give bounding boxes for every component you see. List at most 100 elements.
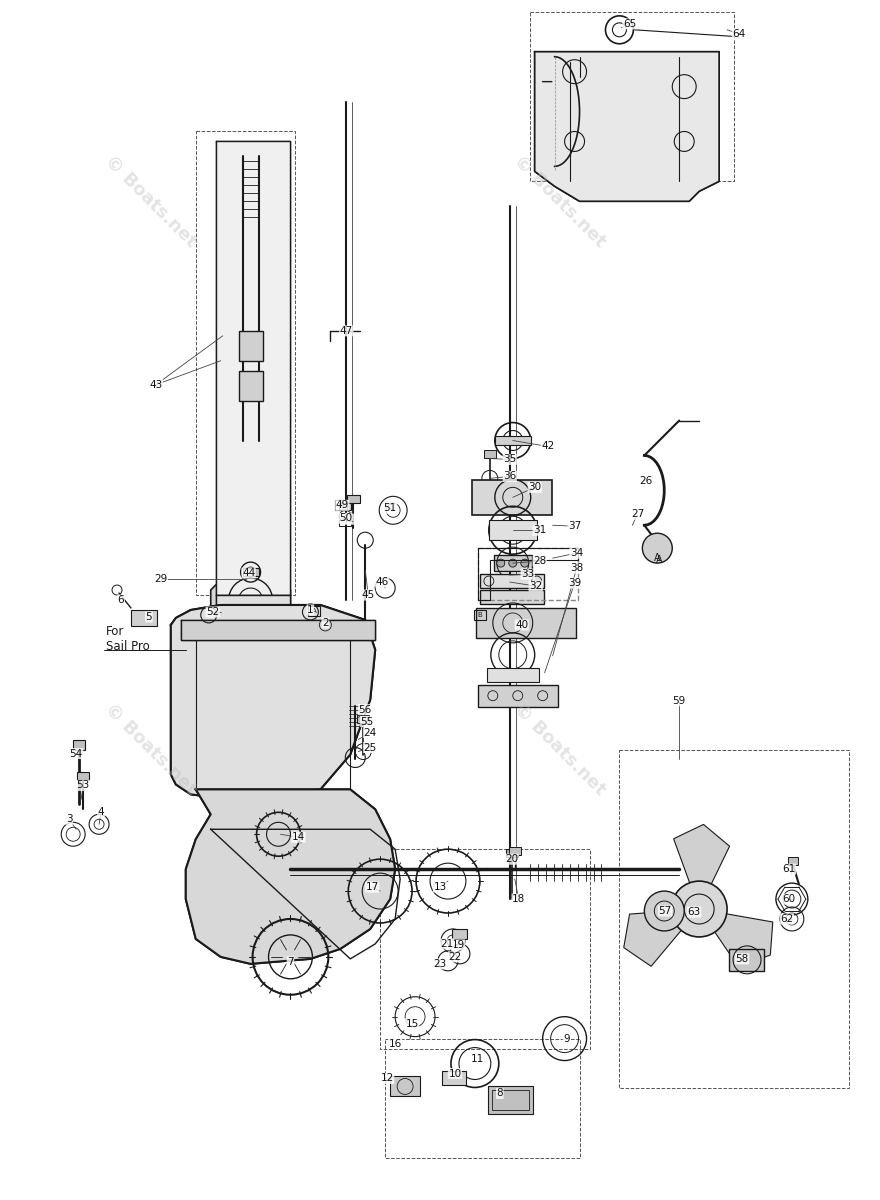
- Text: 23: 23: [433, 959, 447, 968]
- Text: 60: 60: [782, 894, 796, 904]
- Text: 52: 52: [206, 607, 219, 617]
- Bar: [385, 1039, 580, 1158]
- Text: 20: 20: [505, 854, 518, 864]
- Circle shape: [521, 559, 529, 568]
- Text: 45: 45: [362, 590, 375, 600]
- Polygon shape: [171, 605, 375, 799]
- Circle shape: [642, 533, 672, 563]
- Text: 57: 57: [658, 906, 672, 916]
- Bar: [620, 750, 848, 1088]
- Bar: [442, 1070, 466, 1086]
- Text: 34: 34: [570, 548, 583, 558]
- Text: A: A: [312, 608, 317, 614]
- Text: 26: 26: [640, 476, 653, 486]
- Polygon shape: [216, 142, 290, 595]
- Text: 63: 63: [687, 907, 700, 917]
- Text: 62: 62: [781, 914, 794, 924]
- Text: 4: 4: [98, 808, 105, 817]
- Text: 53: 53: [77, 780, 90, 791]
- Bar: [509, 847, 521, 856]
- Text: 24: 24: [363, 727, 377, 738]
- Text: 2: 2: [322, 618, 328, 628]
- Bar: [340, 503, 351, 510]
- Bar: [788, 857, 798, 865]
- Circle shape: [671, 881, 727, 937]
- Bar: [492, 1091, 529, 1110]
- Text: 40: 40: [515, 620, 528, 630]
- Text: 13: 13: [433, 882, 447, 892]
- Bar: [495, 436, 531, 445]
- Text: 8: 8: [496, 1088, 503, 1098]
- Text: 50: 50: [339, 514, 352, 523]
- Text: 16: 16: [388, 1038, 402, 1049]
- Text: B: B: [478, 612, 482, 618]
- Text: 5: 5: [145, 612, 152, 622]
- Bar: [494, 556, 532, 571]
- Text: 55: 55: [361, 716, 374, 727]
- Text: 3: 3: [66, 815, 72, 824]
- Bar: [243, 568, 259, 576]
- Bar: [478, 548, 577, 600]
- Text: 64: 64: [732, 29, 745, 38]
- Text: 51: 51: [384, 503, 397, 514]
- Bar: [348, 496, 360, 503]
- Text: 25: 25: [363, 743, 377, 752]
- Text: © Boats.net: © Boats.net: [101, 700, 201, 799]
- Bar: [380, 850, 590, 1049]
- Bar: [506, 850, 517, 857]
- Bar: [340, 521, 351, 527]
- Text: 17: 17: [365, 882, 378, 892]
- Text: 22: 22: [448, 952, 462, 962]
- Text: 44: 44: [242, 568, 255, 578]
- Bar: [730, 949, 764, 971]
- Text: 7: 7: [287, 956, 294, 967]
- Text: A: A: [656, 556, 663, 565]
- Circle shape: [243, 656, 259, 673]
- Text: 56: 56: [359, 704, 372, 715]
- Bar: [452, 929, 467, 938]
- Bar: [131, 610, 157, 626]
- Text: 6: 6: [118, 595, 124, 605]
- Bar: [390, 1076, 420, 1097]
- Text: 58: 58: [736, 954, 749, 964]
- Bar: [335, 500, 348, 510]
- Text: 36: 36: [503, 472, 517, 481]
- Text: 30: 30: [528, 482, 541, 492]
- Polygon shape: [535, 52, 719, 202]
- Text: 31: 31: [533, 526, 546, 535]
- Bar: [530, 12, 734, 181]
- Text: 15: 15: [406, 1019, 419, 1028]
- Bar: [488, 1086, 532, 1115]
- Polygon shape: [210, 580, 290, 620]
- Text: 18: 18: [512, 894, 525, 904]
- Polygon shape: [180, 620, 375, 640]
- Bar: [487, 667, 539, 682]
- Bar: [472, 480, 552, 515]
- Bar: [308, 606, 320, 616]
- Text: 10: 10: [449, 1068, 461, 1079]
- Text: 37: 37: [568, 521, 581, 532]
- Bar: [476, 608, 576, 638]
- Polygon shape: [673, 824, 730, 910]
- Text: 47: 47: [340, 326, 353, 336]
- Text: 33: 33: [521, 569, 534, 580]
- Text: 19: 19: [451, 940, 465, 950]
- Text: © Boats.net: © Boats.net: [510, 700, 609, 799]
- Text: 42: 42: [541, 442, 554, 451]
- Text: 1: 1: [307, 605, 314, 614]
- Circle shape: [644, 892, 685, 931]
- Polygon shape: [186, 790, 395, 964]
- Polygon shape: [624, 910, 700, 966]
- Text: 39: 39: [568, 578, 581, 588]
- Circle shape: [497, 559, 505, 568]
- Text: B: B: [339, 503, 344, 509]
- Text: 9: 9: [563, 1033, 570, 1044]
- Bar: [77, 773, 89, 780]
- Bar: [480, 590, 544, 604]
- Bar: [238, 331, 262, 361]
- Circle shape: [509, 559, 517, 568]
- Text: 35: 35: [503, 455, 517, 464]
- Bar: [489, 521, 537, 540]
- Bar: [474, 610, 486, 620]
- Bar: [357, 715, 370, 722]
